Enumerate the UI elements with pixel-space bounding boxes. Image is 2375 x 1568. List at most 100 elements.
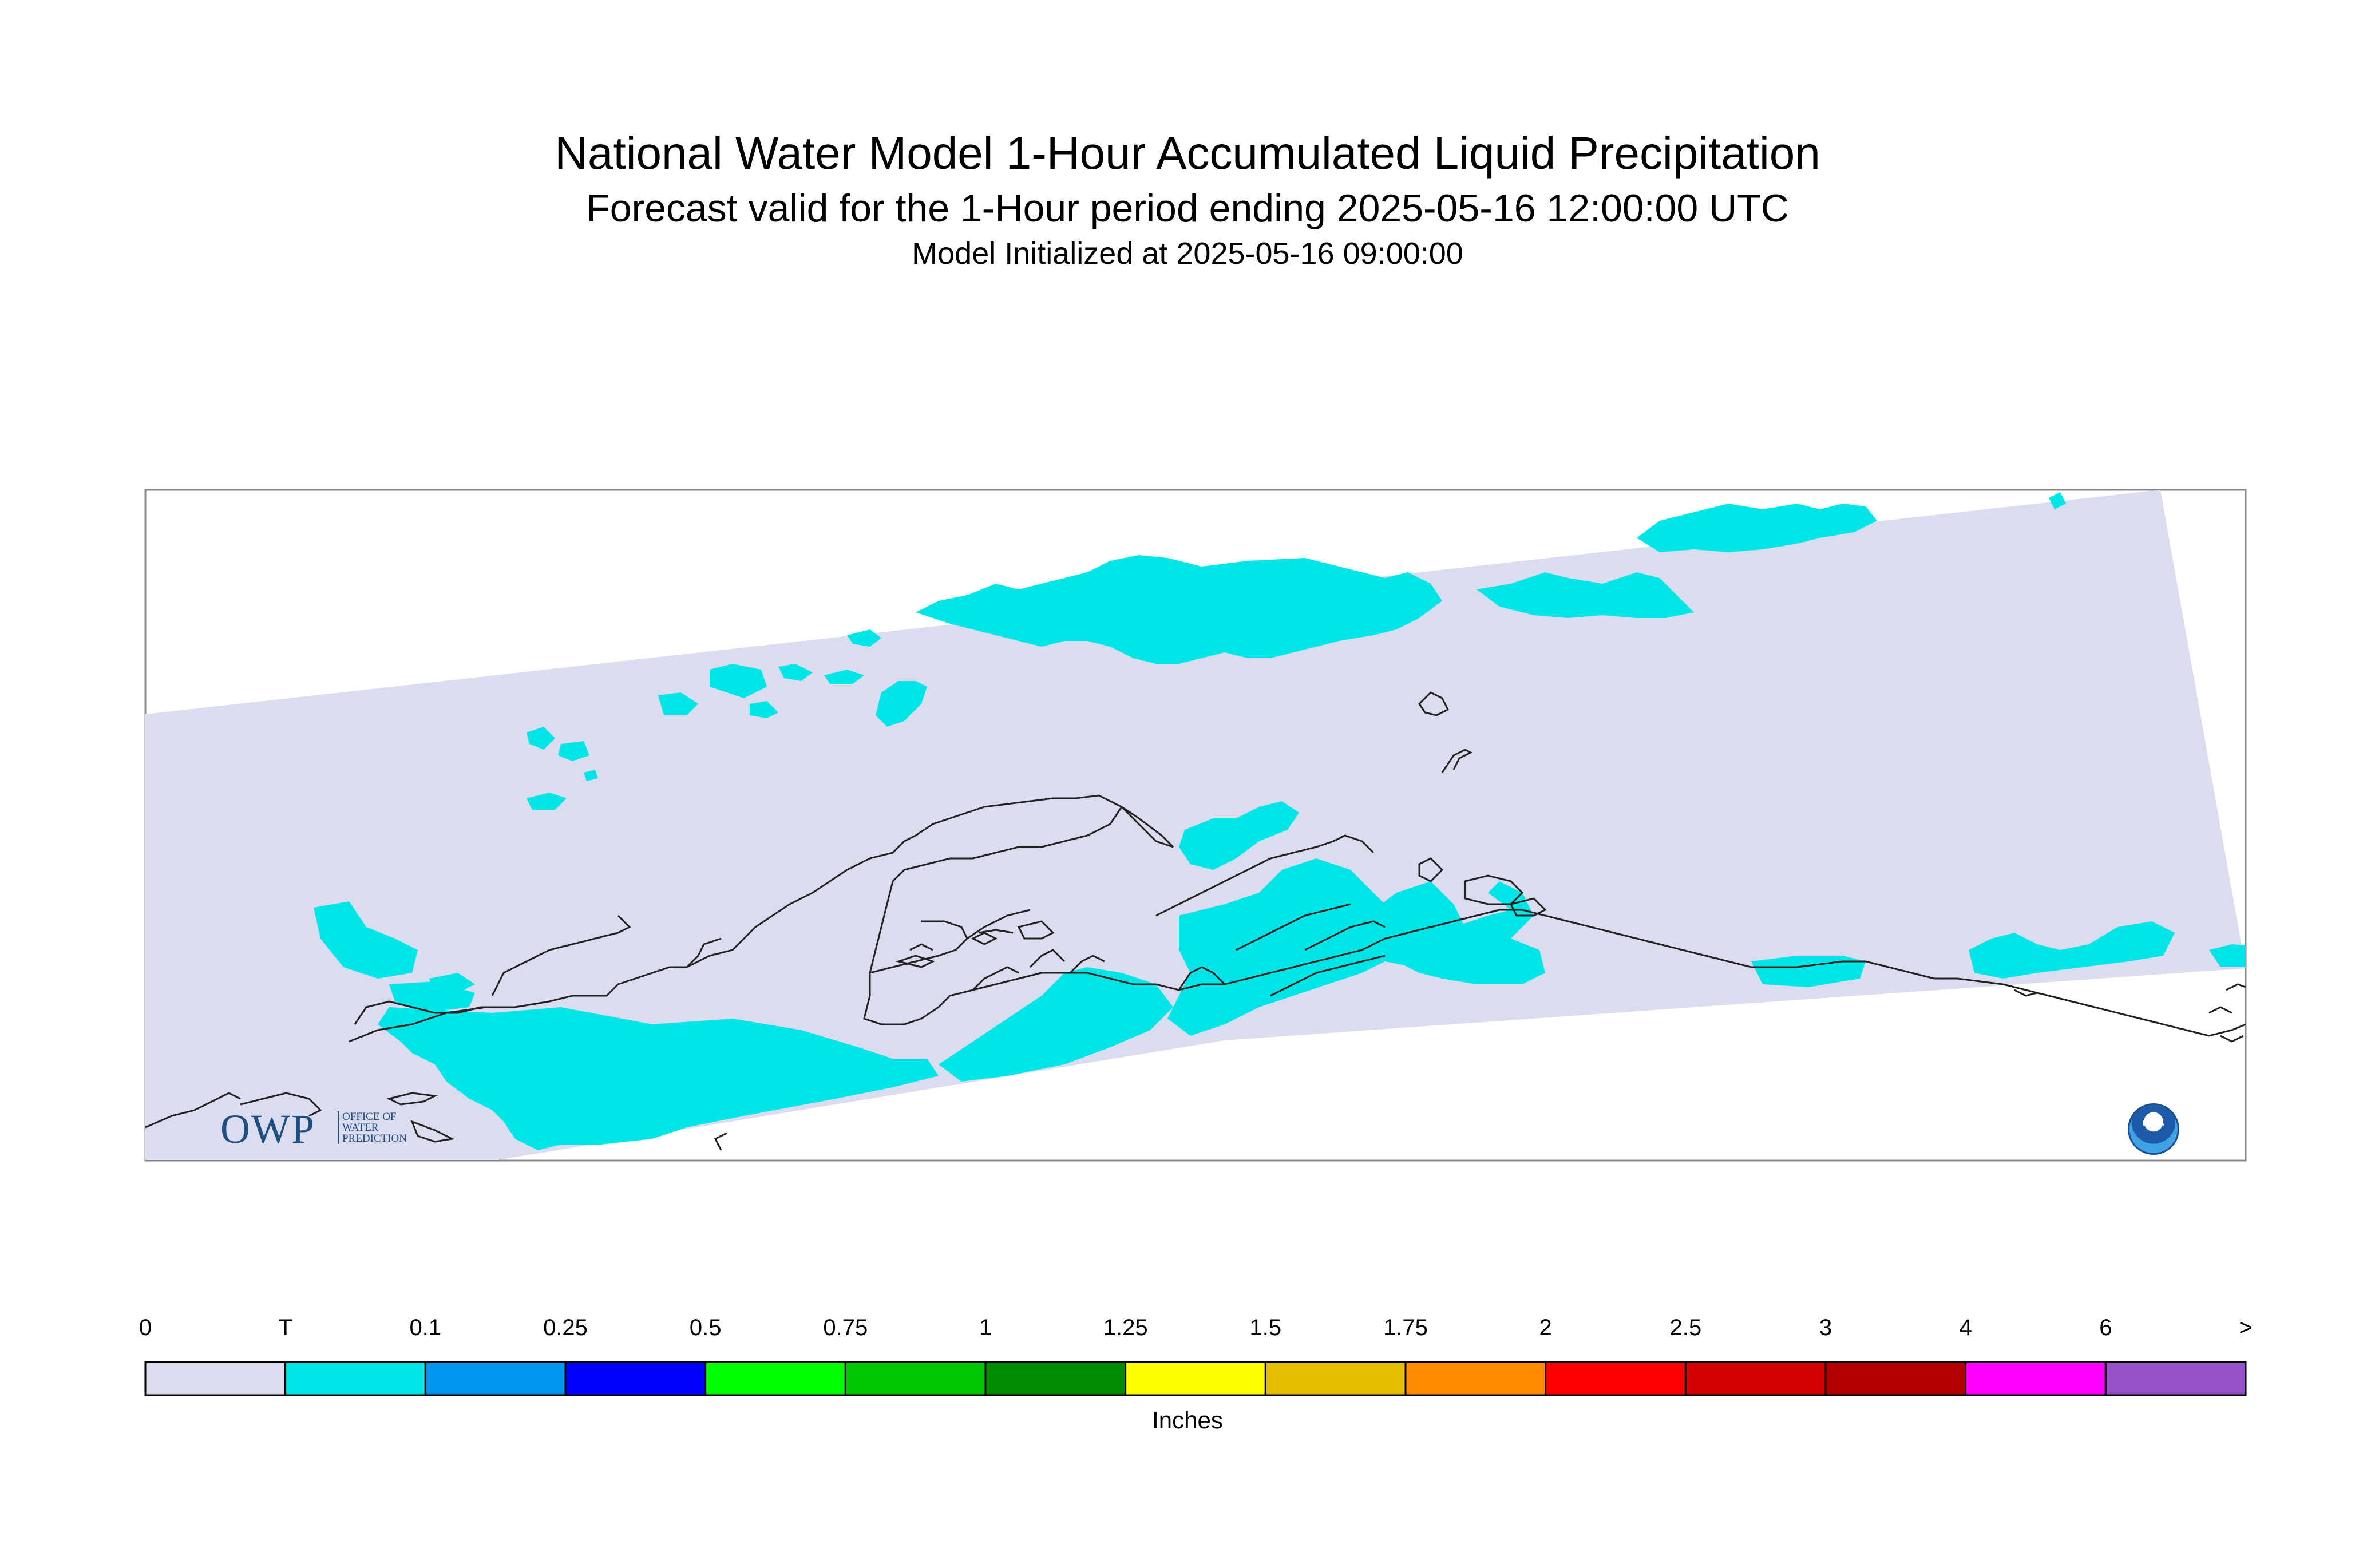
legend-bar <box>144 1361 2247 1396</box>
legend-tick-label: 2.5 <box>1669 1315 1702 1340</box>
legend-tick-label: 1 <box>979 1315 992 1340</box>
precip-area <box>1969 921 2175 979</box>
coastline <box>1017 920 1055 940</box>
coastline <box>1029 949 1066 968</box>
precip-area <box>1751 956 1866 987</box>
legend-tick-label: 2 <box>1539 1315 1552 1340</box>
precip-area <box>710 664 767 698</box>
legend-tick-label: T <box>278 1315 292 1340</box>
precip-area <box>584 770 598 781</box>
coastline <box>1441 749 1473 773</box>
coastline <box>2220 1035 2244 1043</box>
coastline <box>1236 903 1351 951</box>
legend-swatch <box>1264 1361 1407 1396</box>
legend-tick-label: 1.75 <box>1383 1315 1428 1340</box>
legend-tick-label: 0.25 <box>543 1315 588 1340</box>
legend-tick-label: 0.1 <box>409 1315 442 1340</box>
legend-swatch <box>424 1361 567 1396</box>
legend-swatch <box>1965 1361 2107 1396</box>
coastline <box>971 932 998 945</box>
coastline <box>869 920 968 974</box>
coastline <box>1178 966 1226 991</box>
precip-area <box>876 681 927 727</box>
coastline <box>967 909 1031 940</box>
coastline <box>386 1092 438 1106</box>
precip-area <box>558 741 589 761</box>
owp-logo-line: PREDICTION <box>342 1133 407 1145</box>
precip-area <box>378 1007 939 1150</box>
legend-tick-label: 4 <box>1959 1315 1972 1340</box>
legend-tick-label: 1.5 <box>1249 1315 1282 1340</box>
precip-area <box>527 727 555 750</box>
coastline <box>354 1000 515 1025</box>
legend-tick-label: 0.75 <box>823 1315 868 1340</box>
coastline <box>491 914 631 996</box>
precip-area <box>429 973 475 993</box>
noaa-logo-text: NOAA <box>2142 1119 2165 1127</box>
precip-areas <box>314 492 2246 1150</box>
coastline <box>1304 920 1386 951</box>
precip-area <box>1419 881 1534 950</box>
legend-tick-label: > <box>2239 1315 2253 1340</box>
legend-units: Inches <box>1152 1407 1223 1434</box>
legend-tick-label: 0 <box>138 1315 152 1340</box>
precip-area <box>824 670 864 684</box>
coastline <box>686 937 722 968</box>
legend-swatch <box>564 1361 707 1396</box>
precip-area <box>939 967 1173 1082</box>
coastlines <box>145 691 2246 1151</box>
legend-tick-label: 0.5 <box>689 1315 722 1340</box>
map-subtitle: Forecast valid for the 1-Hour period end… <box>586 187 1789 230</box>
precip-area <box>1637 504 1877 552</box>
coastline <box>349 794 2246 1043</box>
model-domain <box>145 490 2246 1160</box>
coastline <box>1418 857 1444 882</box>
precip-area <box>658 692 698 715</box>
coastline <box>2226 983 2246 991</box>
coastline <box>240 1092 322 1117</box>
coastline <box>1155 834 1375 917</box>
owp-logo-line: OFFICE OF <box>342 1111 397 1123</box>
legend-tick-label: 6 <box>2099 1315 2112 1340</box>
legend-tick-label: 1.25 <box>1103 1315 1148 1340</box>
coastline <box>1509 897 1547 917</box>
coastline <box>978 929 1014 934</box>
coastline <box>2208 1006 2232 1014</box>
coastline <box>972 966 1019 991</box>
owp-logo: OWP OFFICE OF WATER PREDICTION <box>220 1106 407 1153</box>
legend-swatch <box>144 1361 287 1396</box>
coastline <box>909 943 933 951</box>
precip-area <box>1179 801 1299 870</box>
precip-area <box>916 555 1442 664</box>
init-time: Model Initialized at 2025-05-16 09:00:00 <box>912 236 1463 271</box>
legend-swatch <box>2104 1361 2247 1396</box>
coastline <box>1270 955 1386 997</box>
legend-swatch <box>1684 1361 1827 1396</box>
precip-area <box>1477 572 1694 618</box>
precip-area <box>1167 858 1442 1036</box>
precip-area <box>314 901 418 979</box>
precip-area <box>527 793 567 810</box>
precip-area <box>2209 944 2246 967</box>
owp-logo-subtext: OFFICE OF WATER PREDICTION <box>338 1111 407 1144</box>
map-title: National Water Model 1-Hour Accumulated … <box>555 128 1820 179</box>
precip-area <box>750 701 778 718</box>
coastline <box>1069 955 1105 974</box>
legend-swatch <box>844 1361 987 1396</box>
legend-swatch <box>284 1361 426 1396</box>
coastline <box>2014 989 2038 997</box>
legend-tick-label: 3 <box>1819 1315 1832 1340</box>
coastline <box>714 1132 727 1151</box>
coastline <box>410 1120 455 1143</box>
owp-logo-line: WATER <box>342 1122 379 1134</box>
precip-area <box>847 629 881 647</box>
legend-swatch <box>1824 1361 1967 1396</box>
coastline <box>1464 874 1524 905</box>
precip-area <box>2049 492 2066 509</box>
legend-swatch <box>1404 1361 1547 1396</box>
coastline <box>1418 691 1450 716</box>
noaa-logo: NOAA <box>2128 1103 2179 1155</box>
legend-swatch <box>1125 1361 1266 1396</box>
coastline <box>145 1092 241 1129</box>
